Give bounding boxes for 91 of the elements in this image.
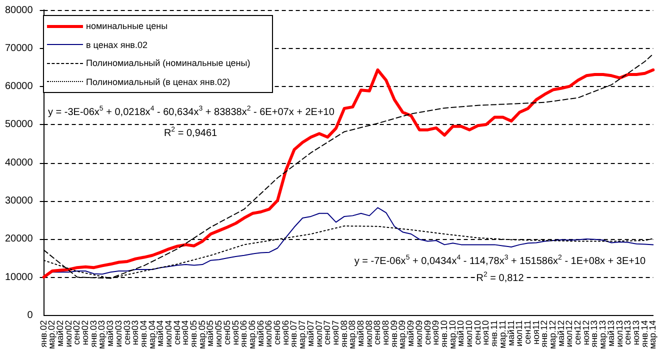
x-tick-label: мар.12 [548,320,558,350]
x-tick-label: янв.08 [338,320,349,348]
y-tick-label: 80000 [4,4,34,16]
x-tick-label: янв.12 [539,320,550,348]
x-tick-label: мар.14 [648,320,658,350]
x-tick-label: мар.10 [447,320,458,350]
x-tick-label: май05 [205,320,216,347]
legend-label: номинальные цены [86,21,168,32]
x-tick-label: мар.02 [46,320,57,350]
x-tick-label: июл10 [464,320,474,348]
legend-label: в ценах янв.02 [86,40,148,50]
x-tick-label: июл02 [63,320,74,348]
x-tick-label: янв.07 [288,320,299,348]
x-tick-label: май08 [356,320,366,347]
x-tick-label: ноя10 [480,320,491,346]
x-tick-label: сен10 [472,320,482,345]
annotation: R$^{2}$ = 0,812 [476,272,524,284]
x-tick-label: янв.06 [238,320,249,348]
y-tick-label: 10000 [4,272,34,283]
x-tick-label: мар.03 [96,320,107,350]
x-tick-label: сен03 [122,320,132,345]
x-tick-label: июл11 [514,320,524,346]
x-tick-label: май11 [506,320,516,346]
x-tick-label: сен02 [72,320,82,345]
x-tick-label: мар.06 [246,320,257,350]
x-tick-label: сен06 [272,320,282,345]
x-tick-label: мар.13 [598,320,608,350]
x-tick-label: сен08 [372,320,382,345]
x-tick-label: ноя11 [530,320,541,344]
x-tick-label: ноя02 [80,320,90,346]
x-tick-label: янв.03 [88,320,98,348]
text: y = -3E-06x$^{5}$ + 0,0218x$^{4}$ - 60,634x$^{3}$ + 83838x$^{2}$ - 6E+07x + 2E+10 [48,106,334,118]
annotation: R$^{2}$ = 0,9461 [164,127,218,140]
x-tick-label: ноя06 [280,320,290,346]
x-tick-label: янв.09 [388,320,399,348]
x-tick-label: сен05 [222,320,232,345]
y-tick-label: 70000 [4,42,34,54]
x-tick-label: янв.04 [138,320,148,348]
x-tick-label: ноя04 [180,320,190,346]
x-tick-label: сен09 [422,320,432,345]
x-tick-label: май02 [54,320,65,347]
y-tick-label: 20000 [4,234,34,245]
x-tick-label: июл12 [564,320,574,348]
x-tick-label: мар.07 [297,320,308,350]
legend-label: Полиномиальный (номинальные цены) [86,58,250,68]
x-tick-label: сен13 [622,320,633,345]
y-tick-label: 60000 [4,81,34,92]
x-tick-label: ноя13 [630,320,641,346]
y-tick-label: 50000 [4,119,34,130]
x-tick-label: сен07 [322,320,332,345]
x-tick-label: июл13 [614,320,624,348]
x-tick-label: май06 [255,320,266,347]
x-tick-label: ноя12 [580,320,591,346]
x-tick-label: янв.13 [589,320,600,348]
x-tick-label: май13 [606,320,616,347]
x-tick-label: ноя05 [230,320,240,346]
text: y = -7E-06x$^{5}$ + 0,0434x$^{4}$ - 114,78x$^{3}$ + 151586x$^{2}$ - 1E+08x + 3E+10 [354,255,646,268]
x-tick-label: мар.08 [347,320,358,350]
y-tick-label: 0 [27,310,34,322]
x-tick-label: июл06 [264,320,274,348]
x-tick-label: янв.10 [438,320,449,348]
x-tick-label: ноя03 [130,320,140,346]
x-tick-label: июл09 [414,320,424,348]
x-tick-label: июл03 [113,320,124,348]
x-tick-label: май04 [155,320,166,347]
x-tick-label: июл04 [164,320,174,348]
x-tick-label: янв.02 [38,320,48,348]
x-tick-label: сен04 [172,320,182,345]
x-tick-label: май07 [305,320,316,347]
x-tick-label: сен11 [522,320,532,344]
x-tick-label: июл05 [214,320,224,348]
x-tick-label: мар.09 [397,320,408,350]
x-tick-label: май10 [456,320,466,347]
x-tick-label: май12 [556,320,566,347]
legend-label: Полиномиальный (в ценах янв.02) [86,76,230,87]
x-tick-label: янв.05 [188,320,199,348]
x-tick-label: май09 [406,320,416,347]
x-tick-label: янв.14 [639,320,650,348]
y-tick-label: 30000 [4,196,34,207]
x-tick-label: июл08 [364,320,374,348]
x-tick-label: мар.11 [497,320,508,348]
x-tick-label: сен12 [572,320,583,345]
x-tick-label: мар.04 [146,320,157,350]
x-tick-label: ноя07 [330,320,340,346]
x-tick-label: янв.11 [489,320,500,347]
x-tick-label: ноя09 [430,320,441,346]
x-tick-label: мар.05 [196,320,207,350]
y-tick-label: 40000 [4,157,34,168]
x-tick-label: ноя08 [380,320,391,346]
x-tick-label: июл07 [314,320,324,348]
x-tick-label: май03 [105,320,116,347]
